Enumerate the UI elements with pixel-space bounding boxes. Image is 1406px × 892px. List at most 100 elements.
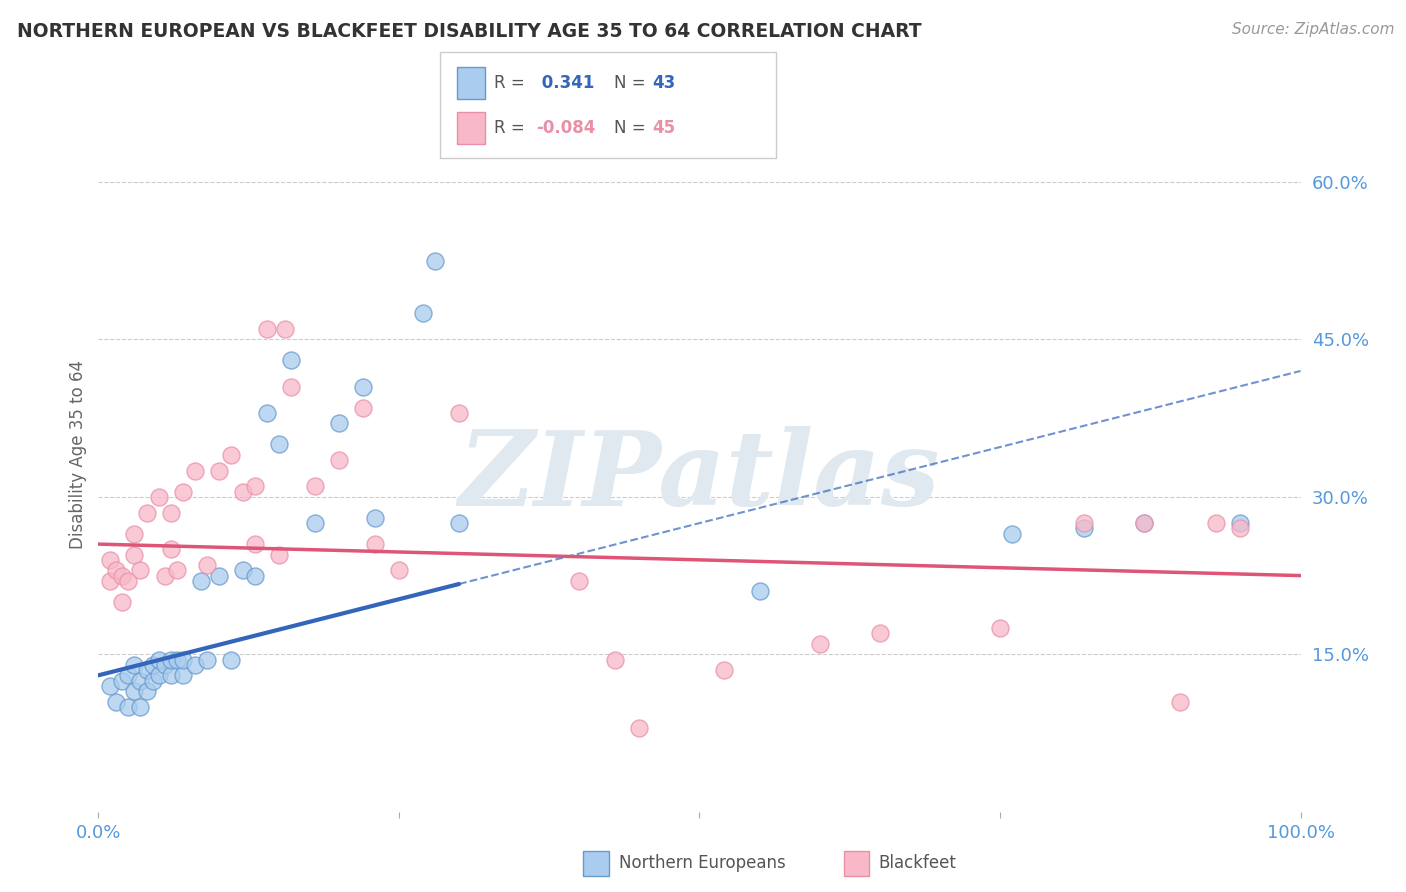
Point <box>159 506 181 520</box>
Point <box>808 637 831 651</box>
Text: 0.341: 0.341 <box>536 74 595 92</box>
Point <box>267 548 290 562</box>
Point <box>153 657 176 672</box>
Point <box>628 721 651 735</box>
Point <box>1170 694 1192 708</box>
Point <box>304 516 326 530</box>
Point <box>141 673 163 688</box>
Point <box>280 380 302 394</box>
Point <box>447 516 470 530</box>
Text: R =: R = <box>494 74 524 92</box>
Point <box>267 437 290 451</box>
Point <box>111 595 134 609</box>
Point <box>195 652 218 666</box>
Point <box>100 679 122 693</box>
Point <box>243 537 266 551</box>
Point <box>988 621 1011 635</box>
Point <box>423 253 446 268</box>
Point <box>1073 521 1095 535</box>
Point <box>256 406 278 420</box>
Point <box>195 558 218 573</box>
Point <box>148 668 170 682</box>
Point <box>141 657 163 672</box>
Point <box>124 526 146 541</box>
Point <box>183 657 205 672</box>
Point <box>304 479 326 493</box>
Point <box>124 548 146 562</box>
Point <box>166 563 188 577</box>
Point <box>153 568 176 582</box>
Point <box>364 511 387 525</box>
Point <box>159 652 181 666</box>
Text: 43: 43 <box>652 74 676 92</box>
Text: Northern Europeans: Northern Europeans <box>619 855 786 872</box>
Point <box>148 490 170 504</box>
Point <box>208 464 231 478</box>
Point <box>1073 516 1095 530</box>
Point <box>364 537 387 551</box>
Point <box>172 652 194 666</box>
Point <box>1133 516 1156 530</box>
Point <box>135 684 157 698</box>
Point <box>412 306 434 320</box>
Text: Source: ZipAtlas.com: Source: ZipAtlas.com <box>1232 22 1395 37</box>
Point <box>208 568 231 582</box>
Point <box>713 663 735 677</box>
Point <box>328 417 350 431</box>
Point <box>135 506 157 520</box>
Point <box>256 322 278 336</box>
Point <box>352 380 374 394</box>
Point <box>274 322 297 336</box>
Point <box>568 574 591 588</box>
Point <box>605 652 627 666</box>
Point <box>243 568 266 582</box>
Point <box>117 574 139 588</box>
Point <box>172 484 194 499</box>
Point <box>117 699 139 714</box>
Text: -0.084: -0.084 <box>536 119 595 136</box>
Point <box>232 563 254 577</box>
Point <box>129 563 152 577</box>
Text: R =: R = <box>494 119 524 136</box>
Point <box>1229 521 1251 535</box>
Point <box>159 668 181 682</box>
Y-axis label: Disability Age 35 to 64: Disability Age 35 to 64 <box>69 360 87 549</box>
Point <box>352 401 374 415</box>
Point <box>243 479 266 493</box>
Point <box>328 453 350 467</box>
Text: N =: N = <box>614 74 645 92</box>
Text: Blackfeet: Blackfeet <box>879 855 956 872</box>
Point <box>159 542 181 557</box>
Point <box>105 563 128 577</box>
Point <box>447 406 470 420</box>
Point <box>124 684 146 698</box>
Point <box>232 484 254 499</box>
Text: NORTHERN EUROPEAN VS BLACKFEET DISABILITY AGE 35 TO 64 CORRELATION CHART: NORTHERN EUROPEAN VS BLACKFEET DISABILIT… <box>17 22 921 41</box>
Point <box>280 353 302 368</box>
Point <box>219 652 242 666</box>
Point <box>1001 526 1024 541</box>
Point <box>1229 516 1251 530</box>
Text: N =: N = <box>614 119 645 136</box>
Point <box>100 553 122 567</box>
Point <box>111 673 134 688</box>
Point <box>1133 516 1156 530</box>
Point <box>388 563 411 577</box>
Point <box>748 584 770 599</box>
Point <box>117 668 139 682</box>
Point <box>129 699 152 714</box>
Point <box>1205 516 1227 530</box>
Point <box>129 673 152 688</box>
Point <box>100 574 122 588</box>
Text: 45: 45 <box>652 119 675 136</box>
Point <box>166 652 188 666</box>
Point <box>105 694 128 708</box>
Point <box>148 652 170 666</box>
Text: ZIPatlas: ZIPatlas <box>458 425 941 527</box>
Point <box>111 568 134 582</box>
Point <box>124 657 146 672</box>
Point <box>172 668 194 682</box>
Point <box>869 626 891 640</box>
Point <box>183 464 205 478</box>
Point <box>219 448 242 462</box>
